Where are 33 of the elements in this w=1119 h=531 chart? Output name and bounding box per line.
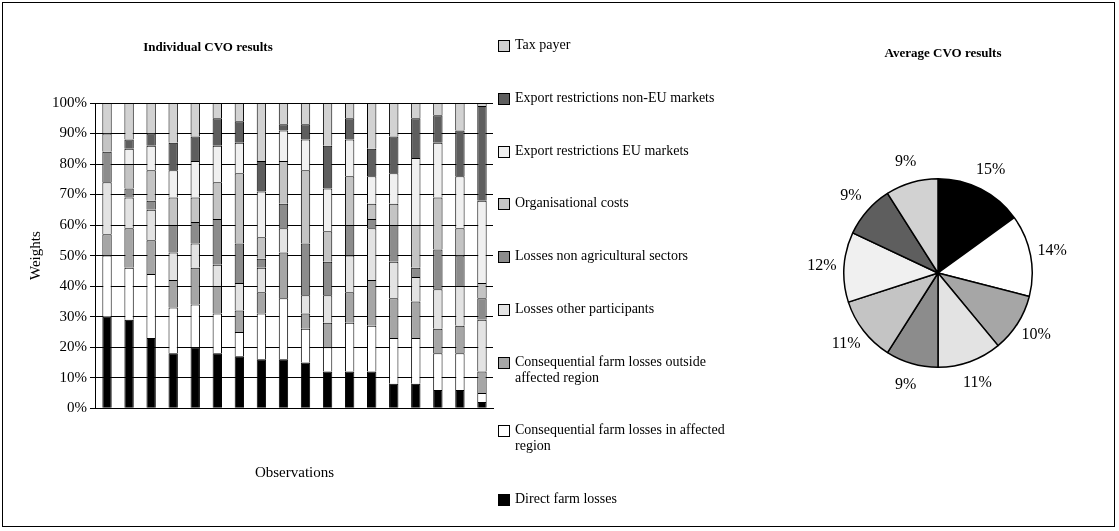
y-tick-label: 0% xyxy=(67,399,87,416)
y-axis-title: Weights xyxy=(26,231,43,280)
legend-label: Losses other participants xyxy=(515,300,655,317)
text: Consequential farm losses in affected region xyxy=(515,422,726,455)
data-label: 9% xyxy=(894,374,917,392)
y-tick-label: 40% xyxy=(59,277,87,294)
y-tick-label: 90% xyxy=(59,124,87,141)
y-tick-label: 70% xyxy=(59,185,87,202)
data-label: 12% xyxy=(807,255,837,273)
legend-label: Organisational costs xyxy=(515,195,629,212)
chart-title: Individual CVO results xyxy=(142,39,274,55)
data-label: 14% xyxy=(1037,241,1067,259)
data-label: 15% xyxy=(976,159,1006,177)
y-tick-label: 100% xyxy=(52,93,87,110)
data-label: 11% xyxy=(831,334,861,352)
legend-label: Export restrictions EU markets xyxy=(515,142,689,159)
data-label: 11% xyxy=(963,372,992,390)
chart-title: Average CVO results xyxy=(883,45,1003,61)
x-axis-title: Observations xyxy=(254,463,335,480)
y-tick-label: 20% xyxy=(59,338,87,355)
y-tick-label: 50% xyxy=(59,246,87,263)
legend-label: Export restrictions non-EU markets xyxy=(515,89,715,106)
y-tick-label: 30% xyxy=(59,307,87,324)
y-tick-label: 60% xyxy=(59,216,87,233)
legend-label: Tax payer xyxy=(515,37,571,53)
data-label: 10% xyxy=(1021,325,1051,343)
data-label: 9% xyxy=(894,151,917,169)
data-label: 9% xyxy=(840,186,862,204)
legend-label: Losses non agricultural sectors xyxy=(515,248,689,264)
legend-label: Consequential farm losses outside affected region xyxy=(515,353,707,386)
y-tick-label: 10% xyxy=(59,368,87,385)
legend-label: Direct farm losses xyxy=(515,491,617,507)
y-tick-label: 80% xyxy=(59,154,87,171)
